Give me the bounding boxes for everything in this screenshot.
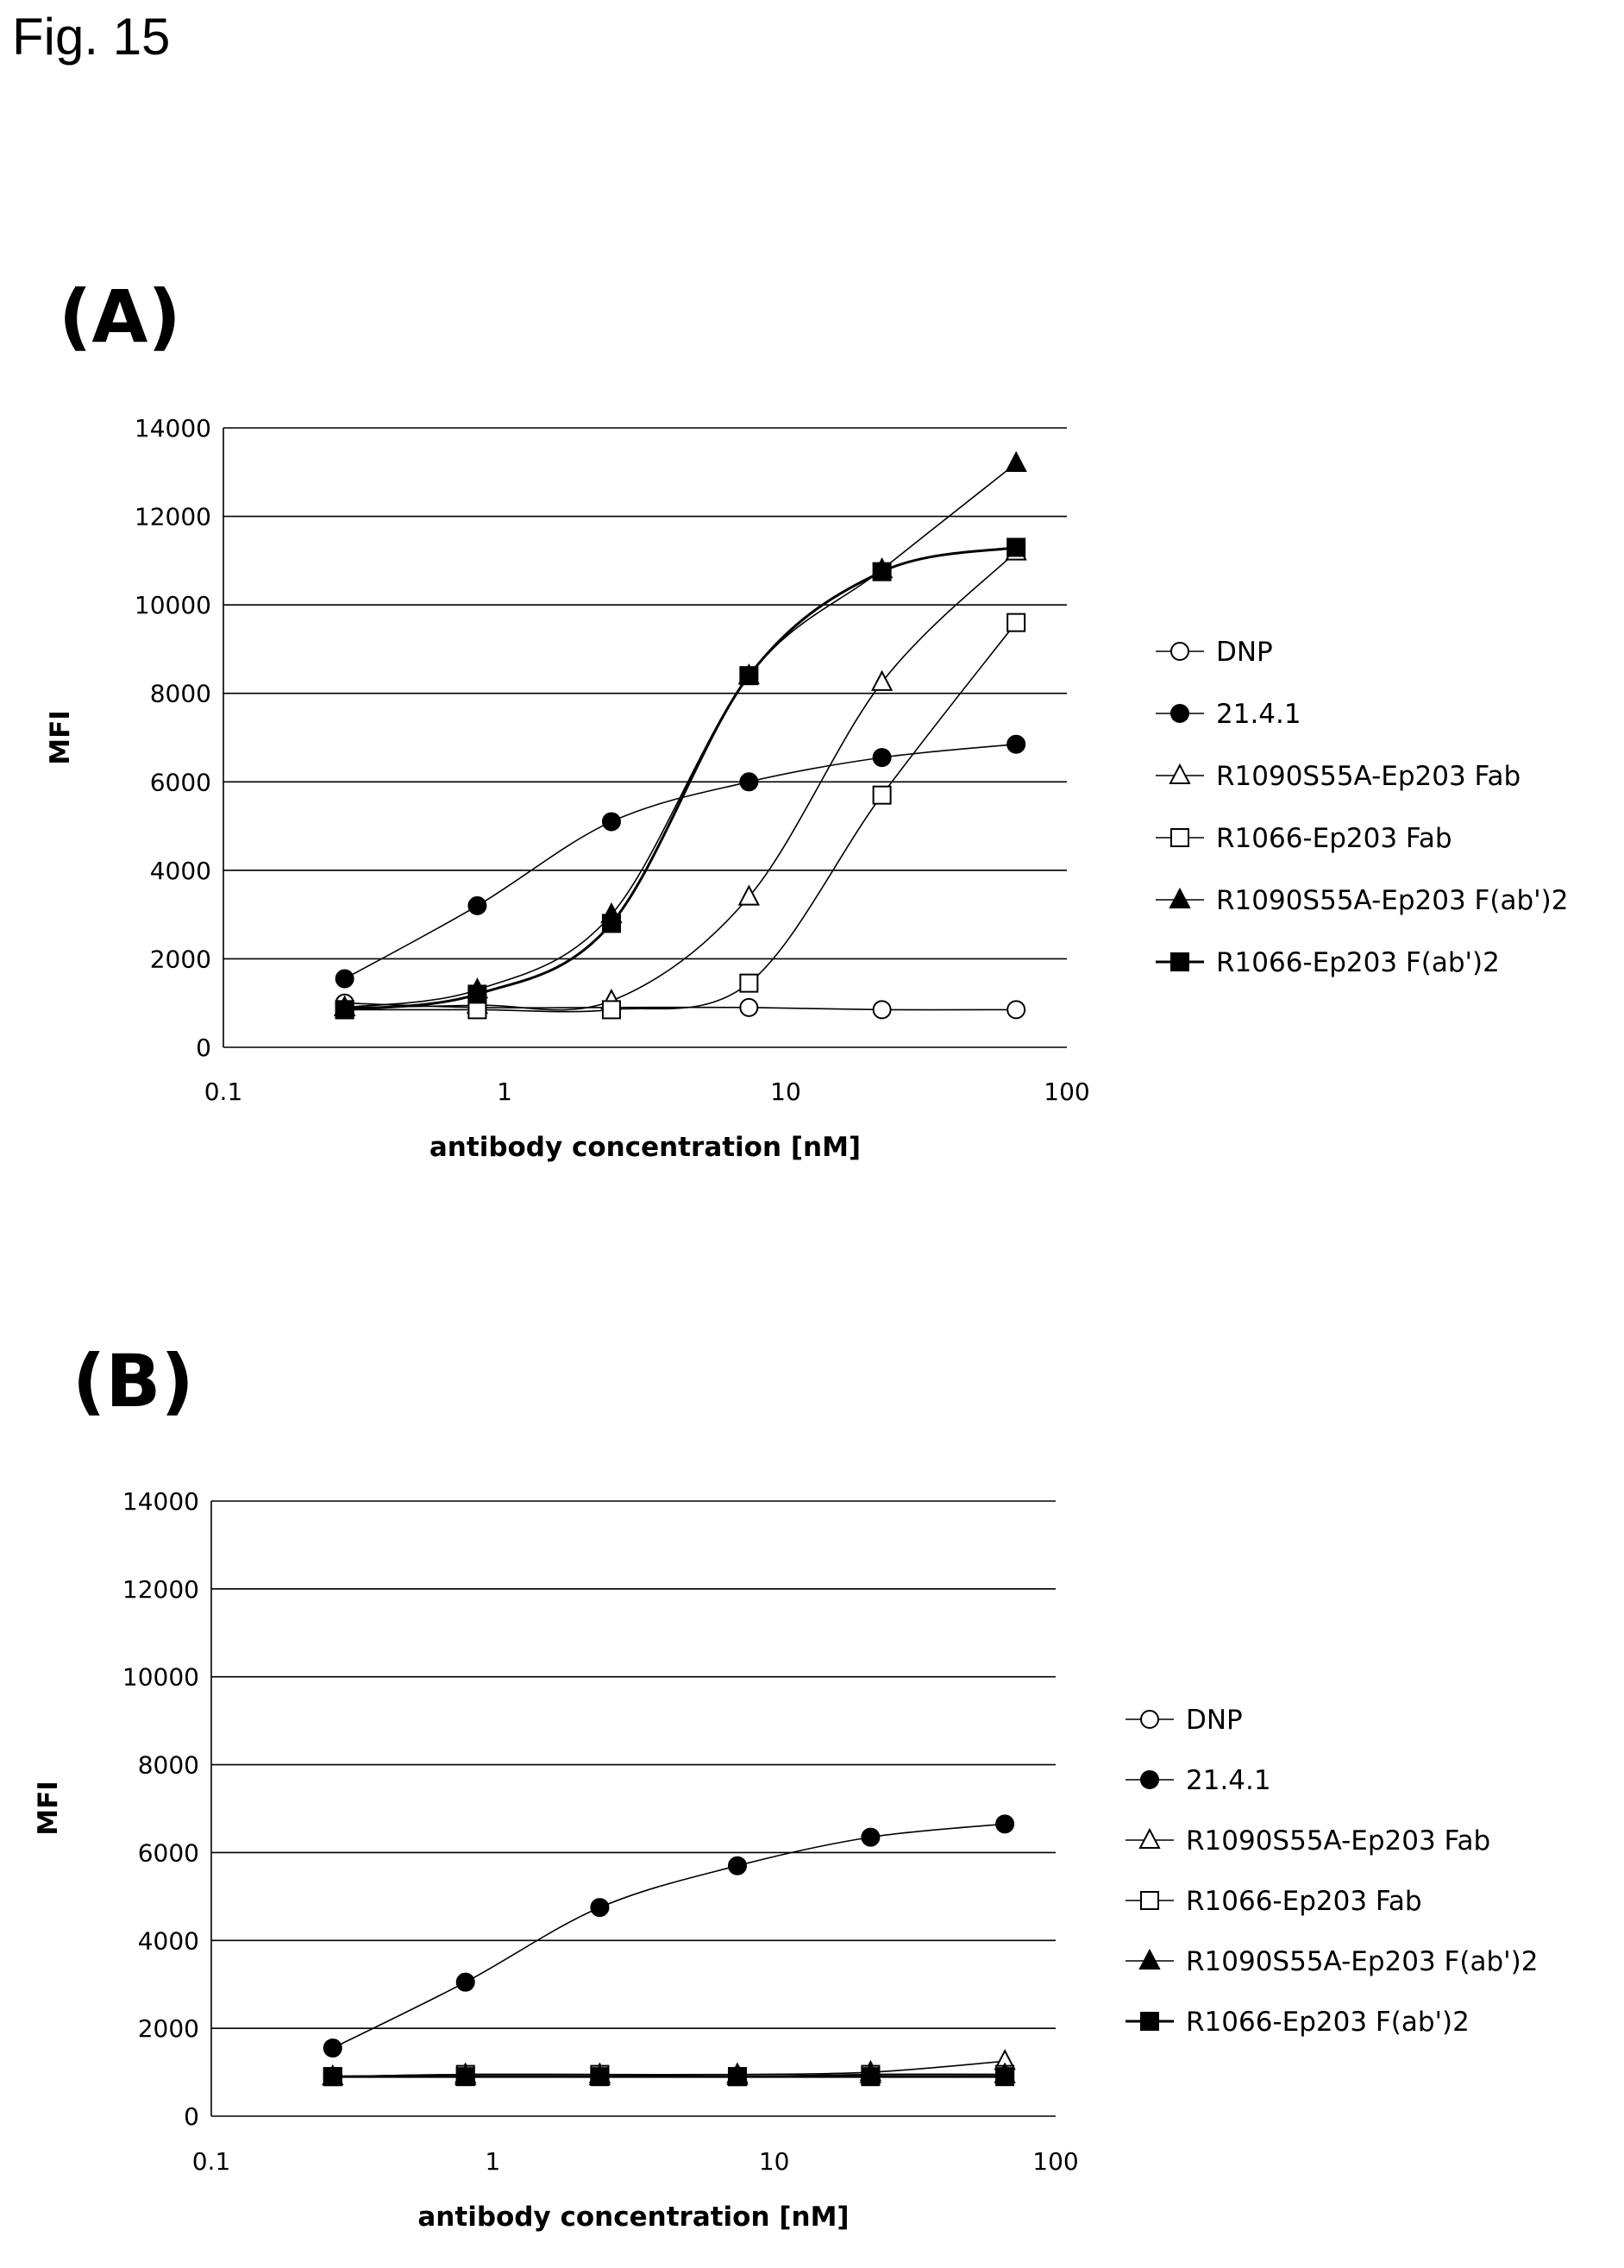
x-axis-label: antibody concentration [nM] — [430, 1132, 861, 1163]
legend-label: R1090S55A-Ep203 F(ab')2 — [1186, 1946, 1539, 1977]
data-point — [1006, 537, 1026, 557]
data-point — [727, 2067, 747, 2087]
legend-marker — [1140, 1710, 1159, 1729]
legend-marker — [1140, 1770, 1159, 1789]
data-point — [335, 969, 354, 989]
y-tick-label: 4000 — [138, 1926, 199, 1955]
data-point — [872, 785, 892, 805]
x-tick-label: 0.1 — [204, 1077, 243, 1106]
panel-a-label: (A) — [59, 274, 181, 359]
figure-title: Fig. 15 — [12, 8, 171, 66]
legend-label: R1090S55A-Ep203 Fab — [1216, 761, 1521, 792]
legend-label: R1066-Ep203 Fab — [1186, 1886, 1422, 1917]
series-line — [344, 622, 1017, 1013]
data-point — [467, 895, 487, 915]
x-tick-label: 1 — [485, 2147, 500, 2176]
data-point — [995, 2067, 1015, 2087]
data-point — [870, 669, 894, 691]
legend-marker — [1170, 952, 1189, 971]
legend-label: 21.4.1 — [1186, 1765, 1271, 1796]
data-point — [1006, 613, 1026, 632]
data-point — [323, 2067, 342, 2087]
legend-marker — [1169, 887, 1191, 908]
x-tick-label: 0.1 — [192, 2147, 231, 2176]
series-line — [344, 551, 1017, 1011]
chart-panel-b: 0 2000 4000 6000 8000 10000 12000 14000 0.1 1 10 10… — [33, 1487, 1539, 2233]
legend-marker — [1170, 704, 1189, 723]
data-point — [739, 973, 759, 993]
x-tick-label: 100 — [1044, 1077, 1089, 1106]
series-line — [332, 1823, 1006, 2049]
data-point — [1006, 1000, 1026, 1020]
legend-label: R1090S55A-Ep203 F(ab')2 — [1216, 885, 1569, 916]
y-tick-label: 0 — [184, 2102, 199, 2131]
y-axis-label: MFI — [45, 710, 76, 765]
data-point — [601, 1000, 621, 1020]
legend-label: R1066-Ep203 Fab — [1216, 823, 1452, 854]
y-tick-label: 12000 — [122, 1575, 199, 1604]
data-point — [1005, 450, 1027, 473]
y-axis-label: MFI — [33, 1781, 64, 1836]
y-tick-label: 14000 — [135, 414, 211, 443]
y-tick-label: 0 — [196, 1033, 211, 1062]
x-tick-label: 10 — [759, 2147, 790, 2176]
y-tick-label: 2000 — [150, 945, 211, 973]
data-point — [590, 2067, 610, 2087]
data-point — [872, 1000, 892, 1020]
panel-b-label: (B) — [72, 1339, 194, 1423]
series-line — [344, 743, 1017, 980]
y-tick-label: 8000 — [150, 680, 211, 708]
legend-marker — [1138, 1948, 1161, 1970]
data-point — [323, 2039, 342, 2058]
x-axis-label: antibody concentration [nM] — [417, 2202, 849, 2233]
legend-label: DNP — [1216, 637, 1273, 668]
data-point — [872, 748, 892, 768]
y-tick-label: 12000 — [135, 503, 211, 531]
series-line — [344, 462, 1017, 1008]
series-line — [344, 545, 1017, 1011]
chart-panel-a: 0 2000 4000 6000 8000 10000 12000 14000 0.1 1 10 10… — [45, 414, 1569, 1163]
data-point — [872, 562, 892, 581]
x-tick-label: 100 — [1032, 2147, 1078, 2176]
data-point — [737, 884, 761, 906]
data-point — [739, 772, 759, 792]
legend-marker — [1170, 642, 1189, 661]
y-tick-label: 6000 — [150, 768, 211, 796]
y-tick-label: 14000 — [122, 1487, 199, 1516]
legend-marker — [1169, 763, 1191, 784]
data-point — [335, 1000, 354, 1020]
data-point — [590, 1898, 610, 1918]
legend-marker — [1140, 1891, 1159, 1910]
data-point — [455, 1972, 475, 1992]
legend-label: R1090S55A-Ep203 Fab — [1186, 1825, 1490, 1856]
y-tick-label: 10000 — [122, 1663, 199, 1692]
data-point — [861, 1827, 881, 1847]
y-tick-label: 6000 — [138, 1838, 199, 1867]
legend-label: DNP — [1186, 1705, 1243, 1736]
legend-marker — [1140, 2012, 1159, 2031]
data-point — [455, 2067, 475, 2087]
y-tick-label: 2000 — [138, 2014, 199, 2043]
y-tick-label: 4000 — [150, 857, 211, 885]
data-point — [601, 914, 621, 933]
legend-label: 21.4.1 — [1216, 699, 1301, 730]
data-point — [739, 997, 759, 1017]
legend-label: R1066-Ep203 F(ab')2 — [1186, 2007, 1470, 2038]
x-tick-label: 10 — [770, 1077, 801, 1106]
data-point — [601, 812, 621, 832]
data-point — [727, 1856, 747, 1875]
data-point — [467, 984, 487, 1004]
y-tick-label: 8000 — [138, 1751, 199, 1780]
data-point — [1006, 734, 1026, 754]
data-point — [995, 1814, 1015, 1834]
data-point — [739, 666, 759, 686]
legend-marker — [1170, 828, 1189, 847]
y-tick-label: 10000 — [135, 591, 211, 619]
data-point — [861, 2067, 881, 2087]
x-tick-label: 1 — [497, 1077, 512, 1106]
legend-marker — [1138, 1827, 1161, 1849]
legend-label: R1066-Ep203 F(ab')2 — [1216, 947, 1500, 978]
